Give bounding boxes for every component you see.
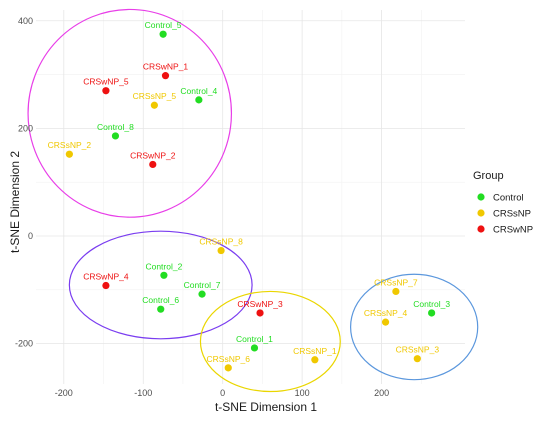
cluster-ellipse: [349, 273, 479, 381]
x-tick-label: 100: [295, 388, 310, 398]
point-label: CRSsNP_1: [293, 346, 337, 356]
point-label: Control_1: [236, 334, 273, 344]
cluster-ellipse: [199, 290, 341, 393]
legend-label: CRSsNP: [493, 209, 531, 220]
data-point: [224, 364, 232, 372]
y-tick-label: 0: [28, 231, 33, 241]
legend-key: [477, 193, 485, 201]
y-axis-title: t-SNE Dimension 2: [8, 151, 22, 253]
data-point: [149, 160, 157, 169]
cluster-ellipse: [68, 230, 253, 340]
data-point: [102, 281, 110, 290]
x-tick-label: -200: [55, 388, 73, 398]
point-label: CRSwNP_1: [143, 62, 189, 72]
y-tick-label: 400: [18, 16, 33, 26]
data-point: [250, 344, 259, 352]
point-label: CRSsNP_5: [133, 91, 177, 101]
cluster-ellipses: [27, 8, 479, 393]
data-point: [150, 101, 158, 109]
data-point: [381, 318, 390, 326]
legend-key: [477, 209, 485, 217]
point-label: CRSwNP_3: [237, 299, 283, 309]
data-points: [65, 30, 436, 372]
cluster-ellipse: [27, 8, 233, 218]
x-tick-label: 200: [374, 388, 389, 398]
data-point: [413, 355, 421, 363]
point-label: Control_6: [142, 295, 179, 305]
point-label: Control_5: [145, 20, 182, 30]
point-label: Control_7: [184, 280, 221, 290]
data-point: [65, 150, 73, 158]
data-point: [392, 287, 400, 296]
point-label: Control_4: [180, 86, 217, 96]
legend-label: CRSwNP: [493, 225, 533, 236]
point-label: Control_8: [97, 122, 134, 132]
data-point: [256, 309, 264, 317]
point-label: CRSsNP_8: [199, 237, 243, 247]
point-label: CRSsNP_2: [48, 140, 92, 150]
x-tick-label: 0: [220, 388, 225, 398]
data-point: [428, 309, 436, 317]
data-point: [311, 356, 319, 364]
tick-labels: -200 -100 0 100 200 -200 0 200 400: [15, 16, 389, 398]
y-tick-label: 200: [18, 123, 33, 133]
data-point: [161, 72, 170, 80]
x-tick-label: -100: [134, 388, 152, 398]
point-label: Control_2: [145, 261, 182, 271]
data-point: [217, 246, 225, 255]
legend: Group Control CRSsNP CRSwNP: [473, 170, 533, 236]
legend-entries: Control CRSsNP CRSwNP: [477, 193, 533, 236]
point-labels: Control_5CRSwNP_1CRSwNP_5CRSsNP_5Control…: [48, 20, 451, 364]
x-axis-title: t-SNE Dimension 1: [215, 400, 317, 414]
legend-key: [477, 225, 485, 233]
point-label: CRSsNP_6: [207, 354, 251, 364]
point-label: CRSwNP_5: [83, 77, 129, 87]
legend-title: Group: [473, 170, 504, 182]
data-point: [160, 271, 168, 279]
data-point: [195, 96, 203, 104]
y-tick-label: -200: [15, 339, 33, 349]
data-point: [102, 87, 110, 95]
data-point: [198, 290, 206, 298]
data-point: [111, 132, 120, 140]
point-label: CRSsNP_7: [374, 277, 418, 287]
point-label: CRSwNP_4: [83, 272, 129, 282]
point-label: CRSsNP_3: [396, 345, 440, 355]
data-point: [159, 30, 167, 38]
point-label: CRSsNP_4: [364, 308, 408, 318]
point-label: CRSwNP_2: [130, 150, 176, 160]
point-label: Control_3: [413, 299, 450, 309]
legend-label: Control: [493, 193, 524, 204]
data-point: [157, 305, 165, 313]
